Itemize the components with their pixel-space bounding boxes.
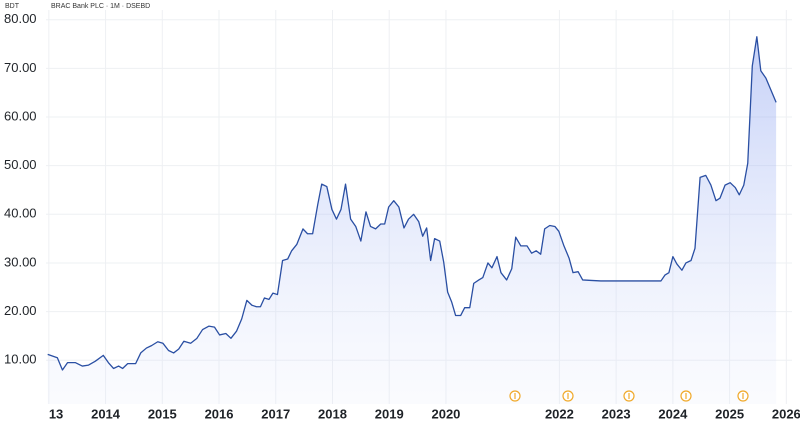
x-tick-label: 2024 [658,406,688,421]
axis-unit: BDT [5,3,20,10]
x-tick-label: 2017 [261,406,290,421]
y-tick-label: 10.00 [4,352,37,367]
x-tick-label: 2018 [318,406,347,421]
x-tick-label: 2022 [545,406,574,421]
axis-labels: 10.00 20.00 30.00 40.00 50.00 60.00 70.00 80.00… [4,11,800,421]
y-tick-label: 60.00 [4,108,37,123]
x-tick-label: 2026 [772,406,800,421]
area-fill [47,36,777,404]
y-tick-label: 30.00 [4,254,37,269]
plot [47,36,777,404]
chart-title: BRAC Bank PLC · 1M · DSEBD [51,3,150,10]
x-tick-label: 2015 [148,406,177,421]
price-line [47,36,777,371]
y-tick-label: 20.00 [4,303,37,318]
y-tick-label: 50.00 [4,157,37,172]
x-tick-label: 2023 [602,406,631,421]
y-tick-label: 70.00 [4,60,37,75]
x-tick-label: 2016 [205,406,234,421]
dividend-markers [509,390,749,402]
x-tick-label: 2014 [91,406,121,421]
x-tick-label: 13 [49,406,63,421]
x-tick-label: 2020 [431,406,460,421]
x-tick-label: 2019 [375,406,404,421]
x-tick-label: 2025 [715,406,744,421]
y-tick-label: 40.00 [4,206,37,221]
y-tick-label: 80.00 [4,11,37,26]
